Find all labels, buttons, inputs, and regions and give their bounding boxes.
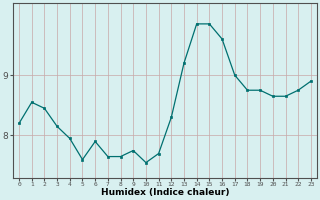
X-axis label: Humidex (Indice chaleur): Humidex (Indice chaleur) [101, 188, 229, 197]
